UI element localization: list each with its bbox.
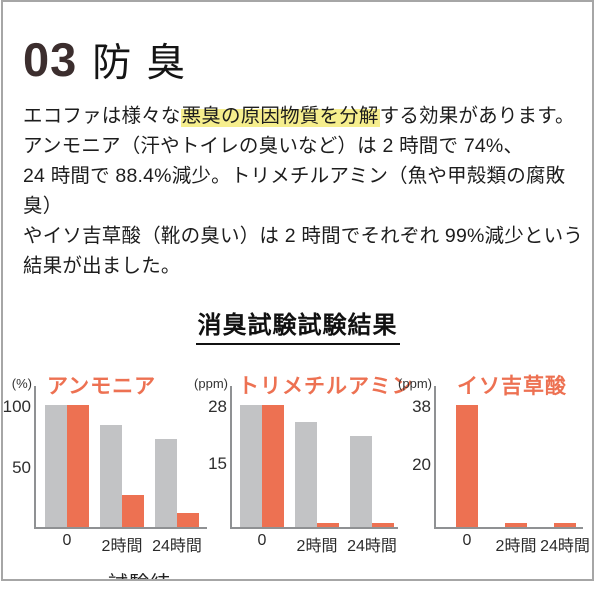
- legend-test-label: 試験結果: [108, 567, 190, 579]
- bar-group: 0: [45, 405, 89, 549]
- intro-line-4: やイソ吉草酸（靴の臭い）は 2 時間でそれぞれ 99%減少という: [23, 225, 584, 247]
- chart-isovaleric-acid: イソ吉草酸 (ppm) 38 20 0 2時間 24時間: [382, 372, 590, 555]
- chart-title-isovaleric-acid: イソ吉草酸: [457, 375, 567, 398]
- chart-title-trimethylamine: トリメチルアミン: [238, 375, 414, 398]
- bar-group: 24時間: [540, 523, 590, 555]
- bar-test: [554, 523, 576, 527]
- x-tick-label: 0: [257, 532, 267, 549]
- x-tick-label: 0: [462, 532, 472, 549]
- y-tick-label: 100: [2, 397, 31, 416]
- plot-area: 0 2時間 24時間: [434, 386, 590, 555]
- chart-title-ammonia: アンモニア: [47, 375, 157, 398]
- bar-test: [317, 523, 339, 527]
- bar-test: [262, 405, 284, 527]
- y-tick-label: 50: [12, 458, 31, 477]
- bar-group: 2時間: [100, 424, 144, 555]
- bar-groups: 0 2時間 24時間: [232, 405, 397, 555]
- bar-blank: [350, 435, 372, 527]
- bar-test: [122, 495, 144, 527]
- bar-group: 0: [456, 405, 478, 549]
- highlight-marker: 悪臭の原因物質を分解: [180, 105, 380, 127]
- x-tick-label: 24時間: [152, 538, 202, 555]
- section-title-row: 消臭試験試験結果: [3, 305, 592, 345]
- x-tick-label: 2時間: [495, 538, 537, 555]
- bar-groups: 0 2時間 24時間: [436, 405, 590, 555]
- x-tick-label: 24時間: [347, 538, 397, 555]
- bar-groups: 0 2時間 24時間: [36, 405, 202, 555]
- bar-blank: [45, 405, 67, 527]
- intro-line-1-pre: エコファは様々な: [23, 105, 181, 127]
- bar-test: [372, 523, 394, 527]
- bar-test: [456, 405, 478, 527]
- y-axis-labels: (ppm) 28 15: [176, 372, 230, 550]
- plot-area: 0 2時間 24時間: [230, 386, 398, 555]
- page-frame: 03 防臭 エコファは様々な悪臭の原因物質を分解する効果があります。 アンモニア…: [1, 0, 594, 581]
- bar-blank: [240, 405, 262, 527]
- y-tick-label: 20: [412, 454, 431, 474]
- y-axis-unit: (%): [11, 376, 32, 391]
- y-axis-unit: (ppm): [194, 376, 228, 391]
- y-axis-labels: (%) 100 50: [3, 372, 34, 550]
- y-tick-label: 38: [412, 397, 431, 416]
- plot-area: 0 2時間 24時間: [34, 386, 207, 555]
- intro-paragraph: エコファは様々な悪臭の原因物質を分解する効果があります。 アンモニア（汗やトイレ…: [23, 101, 592, 281]
- legend: 試験結果 空試験（試料なしでの時間変化）: [39, 567, 592, 579]
- intro-line-3: 24 時間で 88.4%減少。トリメチルアミン（魚や甲殻類の腐敗臭）: [23, 165, 566, 217]
- bar-blank: [100, 424, 122, 527]
- x-tick-label: 2時間: [101, 538, 143, 555]
- bar-group: 2時間: [496, 523, 536, 555]
- bar-test: [177, 512, 199, 527]
- chart-trimethylamine: トリメチルアミン (ppm) 28 15 0 2時間 24時間: [176, 372, 413, 555]
- bar-test: [67, 405, 89, 527]
- y-axis-unit: (ppm): [398, 376, 432, 391]
- bar-group: 0: [240, 405, 284, 549]
- x-tick-label: 2時間: [296, 538, 338, 555]
- x-tick-label: 0: [62, 532, 72, 549]
- y-tick-label: 28: [208, 397, 227, 416]
- y-axis-labels: (ppm) 38 20: [382, 372, 434, 550]
- intro-line-5: 結果が出ました。: [23, 255, 181, 277]
- x-tick-label: 24時間: [540, 538, 590, 555]
- charts-row: アンモニア (%) 100 50 0 2時間 24時間 トリメチルアミン (ppm) …: [3, 372, 592, 555]
- bar-group: 24時間: [152, 439, 202, 555]
- y-tick-label: 15: [208, 453, 227, 473]
- bar-blank: [155, 439, 177, 527]
- chart-ammonia: アンモニア (%) 100 50 0 2時間 24時間: [3, 372, 211, 555]
- intro-line-1-post: する効果があります。: [379, 105, 575, 127]
- intro-line-2: アンモニア（汗やトイレの臭いなど）は 2 時間で 74%、: [23, 135, 524, 157]
- section-number: 03: [23, 33, 78, 86]
- heading: 03 防臭: [23, 32, 592, 88]
- bar-group: 24時間: [347, 435, 397, 555]
- page-title: 防臭: [92, 42, 201, 85]
- bar-group: 2時間: [295, 422, 339, 555]
- bar-blank: [295, 422, 317, 527]
- section-title: 消臭試験試験結果: [195, 305, 400, 345]
- bar-test: [505, 523, 527, 527]
